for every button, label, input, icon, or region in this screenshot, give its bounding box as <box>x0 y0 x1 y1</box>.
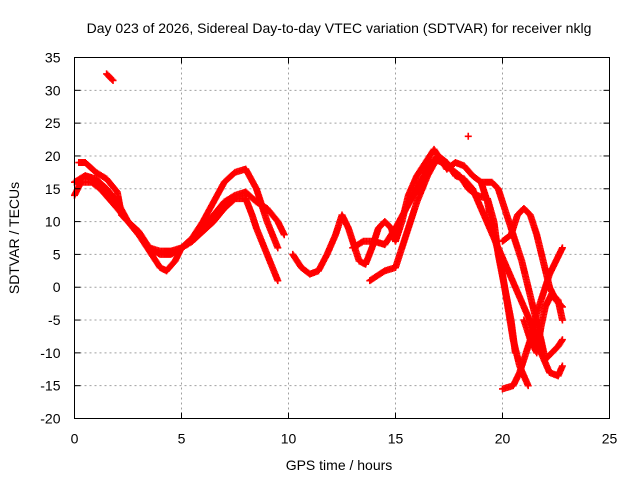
y-tick-label: 10 <box>45 214 61 230</box>
data-point <box>274 244 282 252</box>
y-tick-label: -5 <box>48 312 61 328</box>
data-points <box>71 70 566 393</box>
data-point <box>511 349 519 357</box>
series-track-8 <box>464 132 472 140</box>
series-track-12 <box>499 244 566 393</box>
y-axis-label: SDTVAR / TECUs <box>6 182 22 294</box>
axis-ticks: 0 5 10 15 20 25 -20 -15 -10 -5 0 5 10 15 20 25 30 35 <box>40 50 617 447</box>
data-point <box>108 75 116 83</box>
grid-lines <box>74 57 610 419</box>
x-tick-label: 10 <box>281 431 297 447</box>
x-tick-label: 5 <box>178 431 186 447</box>
series-track-3 <box>71 178 282 285</box>
data-point <box>464 132 472 140</box>
x-axis-label: GPS time / hours <box>286 457 393 473</box>
plot-frame <box>74 57 610 419</box>
data-point <box>558 244 566 252</box>
x-tick-label: 25 <box>602 431 618 447</box>
y-tick-label: 5 <box>53 246 61 262</box>
data-point <box>280 231 288 239</box>
series-track-4 <box>103 70 117 84</box>
chart-title: Day 023 of 2026, Sidereal Day-to-day VTE… <box>87 20 592 36</box>
y-tick-label: 25 <box>45 115 61 131</box>
data-point <box>558 316 566 324</box>
data-point <box>109 76 117 84</box>
y-tick-label: 30 <box>45 82 61 98</box>
y-tick-label: 15 <box>45 181 61 197</box>
series-track-1 <box>71 165 282 275</box>
data-point <box>558 336 566 344</box>
y-tick-label: 20 <box>45 148 61 164</box>
y-tick-label: -20 <box>40 411 60 427</box>
data-point <box>274 277 282 285</box>
y-tick-label: 0 <box>53 279 61 295</box>
y-tick-label: -15 <box>40 378 60 394</box>
x-tick-label: 15 <box>388 431 404 447</box>
y-tick-label: -10 <box>40 345 60 361</box>
y-tick-label: 35 <box>45 50 61 66</box>
data-point <box>558 337 566 345</box>
x-tick-label: 20 <box>495 431 511 447</box>
data-point <box>524 382 532 390</box>
x-tick-label: 0 <box>71 431 79 447</box>
data-point <box>558 362 566 370</box>
